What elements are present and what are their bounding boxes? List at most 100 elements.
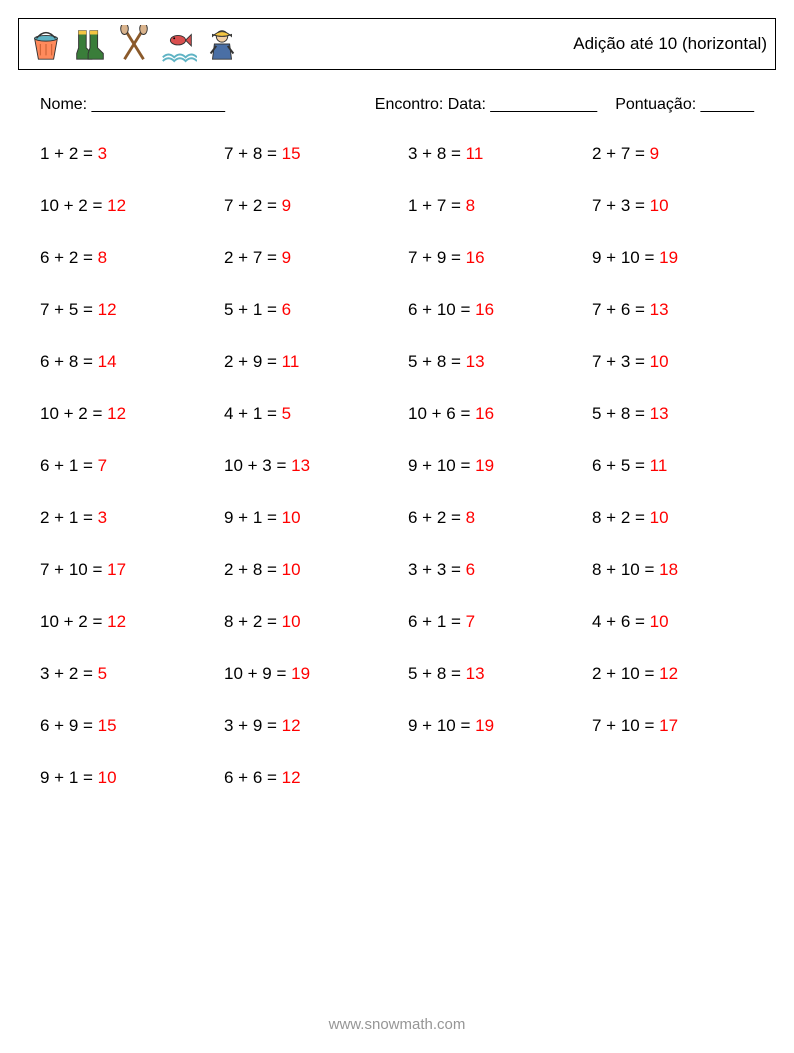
meta-right: Encontro: Data: ____________ Pontuação: … [375,96,754,114]
problem-expression: 2 + 10 = [592,664,659,683]
problem-expression: 3 + 2 = [40,664,98,683]
problem-expression: 10 + 9 = [224,664,291,683]
problem-cell: 8 + 10 = 18 [592,560,776,580]
problem-cell: 8 + 2 = 10 [592,508,776,528]
problem-cell: 6 + 6 = 12 [224,768,408,788]
problem-expression: 6 + 1 = [408,612,466,631]
problem-answer: 10 [650,352,669,371]
worksheet-page: Adição até 10 (horizontal) Nome: _______… [0,0,794,788]
problem-expression: 8 + 2 = [224,612,282,631]
problems-grid: 1 + 2 = 37 + 8 = 153 + 8 = 112 + 7 = 910… [18,144,776,788]
problem-answer: 10 [282,560,301,579]
fish-splash-icon [159,25,197,63]
problem-expression: 2 + 9 = [224,352,282,371]
problem-expression: 1 + 2 = [40,144,98,163]
problem-answer: 12 [107,404,126,423]
problem-cell: 6 + 2 = 8 [408,508,592,528]
problem-answer: 13 [291,456,310,475]
problem-answer: 10 [650,196,669,215]
problem-answer: 10 [282,508,301,527]
problem-expression: 2 + 7 = [592,144,650,163]
problem-expression: 6 + 2 = [408,508,466,527]
problem-answer: 6 [466,560,475,579]
problem-cell: 10 + 9 = 19 [224,664,408,684]
bucket-icon [27,25,65,63]
problem-cell: 7 + 8 = 15 [224,144,408,164]
problem-expression: 6 + 2 = [40,248,98,267]
problem-expression: 7 + 3 = [592,352,650,371]
problem-expression: 2 + 7 = [224,248,282,267]
problem-cell: 5 + 8 = 13 [408,664,592,684]
problem-answer: 19 [659,248,678,267]
problem-answer: 19 [291,664,310,683]
problem-answer: 19 [475,456,494,475]
date-field-label: Encontro: Data: ____________ [375,96,597,114]
problem-cell: 5 + 8 = 13 [408,352,592,372]
problem-answer: 10 [650,508,669,527]
problem-cell [408,768,592,788]
problem-cell: 7 + 9 = 16 [408,248,592,268]
problem-answer: 7 [98,456,107,475]
problem-cell: 9 + 1 = 10 [224,508,408,528]
problem-cell: 5 + 1 = 6 [224,300,408,320]
problem-answer: 18 [659,560,678,579]
name-field-label: Nome: _______________ [40,96,225,114]
problem-expression: 9 + 10 = [408,456,475,475]
problem-expression: 10 + 3 = [224,456,291,475]
problem-answer: 11 [282,352,300,371]
problem-answer: 14 [98,352,117,371]
problem-answer: 9 [650,144,659,163]
problem-answer: 11 [466,144,484,163]
problem-answer: 8 [466,196,475,215]
problem-answer: 9 [282,248,291,267]
problem-answer: 16 [466,248,485,267]
problem-expression: 7 + 2 = [224,196,282,215]
problem-expression: 3 + 8 = [408,144,466,163]
problem-cell: 9 + 10 = 19 [408,716,592,736]
problem-cell: 7 + 2 = 9 [224,196,408,216]
problem-cell: 10 + 2 = 12 [40,404,224,424]
problem-answer: 12 [659,664,678,683]
fisherman-icon [203,25,241,63]
problem-answer: 17 [659,716,678,735]
problem-answer: 13 [650,300,669,319]
problem-expression: 1 + 7 = [408,196,466,215]
problem-expression: 6 + 10 = [408,300,475,319]
problem-expression: 5 + 1 = [224,300,282,319]
header-box: Adição até 10 (horizontal) [18,18,776,70]
problem-cell: 3 + 8 = 11 [408,144,592,164]
problem-cell: 7 + 3 = 10 [592,352,776,372]
problem-answer: 12 [98,300,117,319]
problem-cell: 6 + 10 = 16 [408,300,592,320]
problem-expression: 5 + 8 = [408,664,466,683]
problem-cell: 6 + 2 = 8 [40,248,224,268]
problem-expression: 3 + 3 = [408,560,466,579]
problem-expression: 3 + 9 = [224,716,282,735]
problem-answer: 6 [282,300,291,319]
problem-expression: 7 + 5 = [40,300,98,319]
problem-answer: 16 [475,300,494,319]
problem-expression: 5 + 8 = [408,352,466,371]
worksheet-title: Adição até 10 (horizontal) [573,34,767,54]
problem-answer: 10 [650,612,669,631]
problem-answer: 5 [98,664,107,683]
problem-cell: 6 + 9 = 15 [40,716,224,736]
problem-cell: 10 + 2 = 12 [40,196,224,216]
problem-expression: 9 + 1 = [40,768,98,787]
problem-expression: 10 + 2 = [40,196,107,215]
problem-expression: 7 + 9 = [408,248,466,267]
problem-cell: 2 + 7 = 9 [592,144,776,164]
problem-answer: 15 [282,144,301,163]
problem-cell: 6 + 1 = 7 [40,456,224,476]
problem-expression: 6 + 9 = [40,716,98,735]
problem-cell: 4 + 1 = 5 [224,404,408,424]
problem-cell: 2 + 7 = 9 [224,248,408,268]
problem-expression: 8 + 10 = [592,560,659,579]
problem-expression: 9 + 10 = [592,248,659,267]
problem-answer: 19 [475,716,494,735]
problem-expression: 7 + 10 = [592,716,659,735]
problem-answer: 5 [282,404,291,423]
problem-answer: 10 [98,768,117,787]
problem-answer: 15 [98,716,117,735]
problem-answer: 12 [107,612,126,631]
